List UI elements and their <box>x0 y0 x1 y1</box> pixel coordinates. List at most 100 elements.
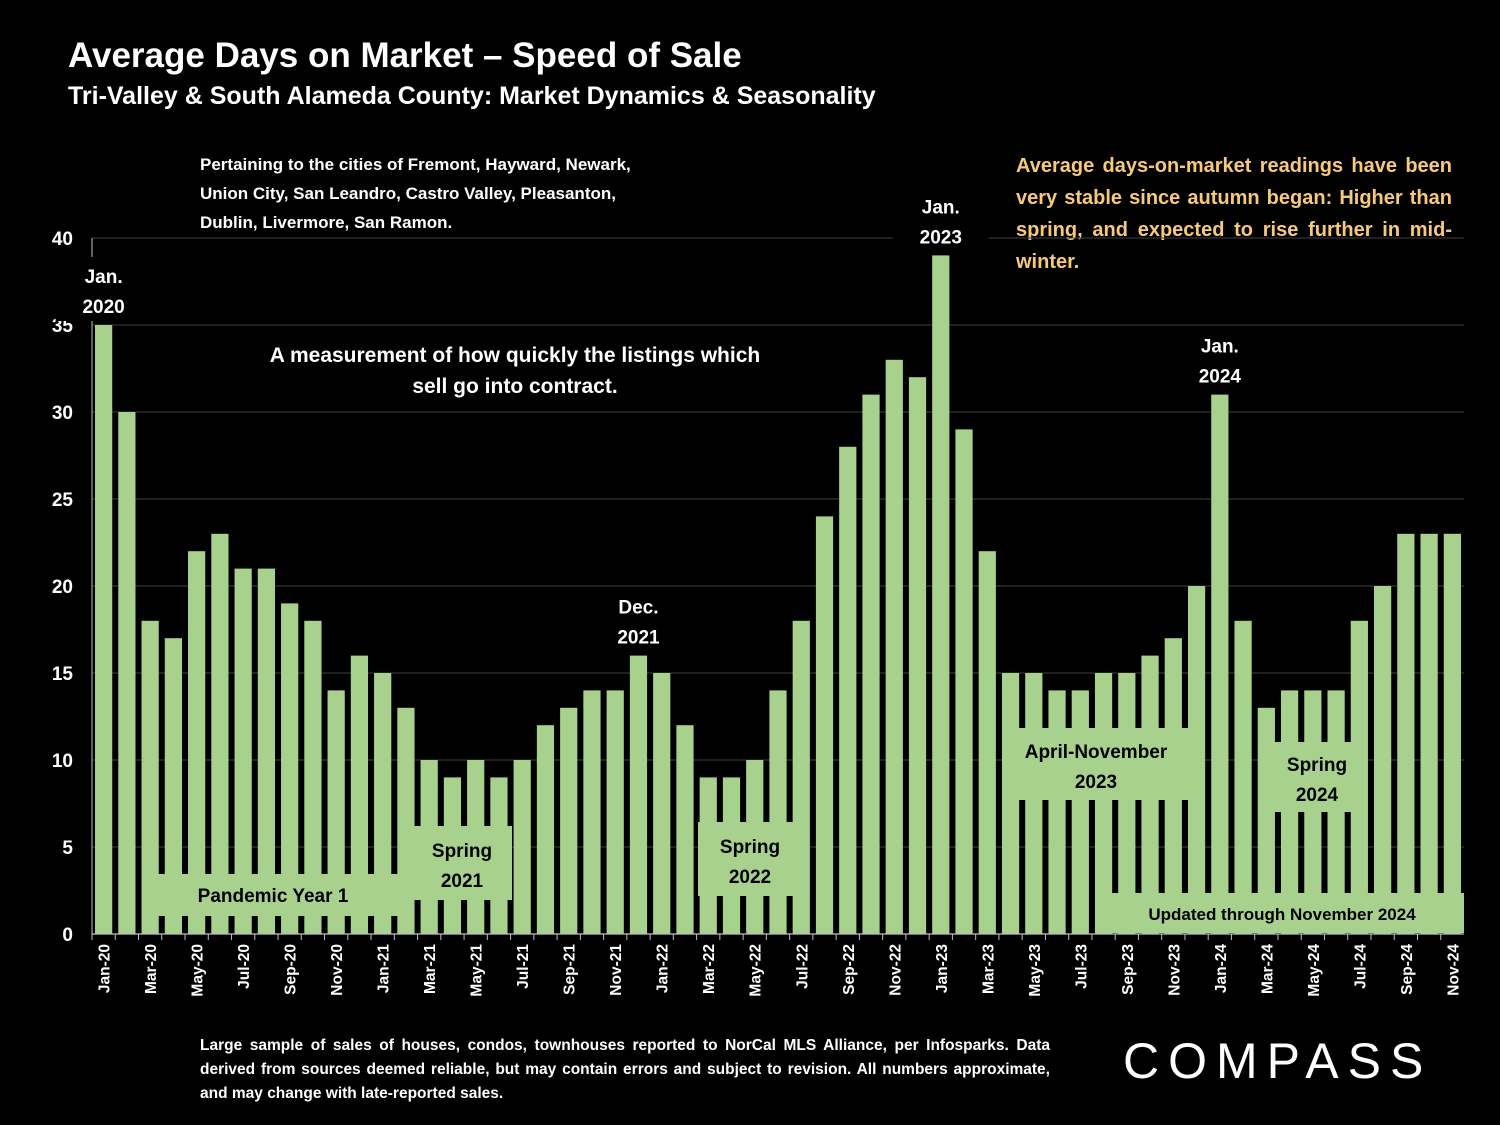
bar-Nov-24 <box>1443 533 1461 934</box>
bar-Feb-24 <box>1234 620 1252 934</box>
bar-Jul-23 <box>1071 690 1089 934</box>
updated-label: Updated through November 2024 <box>1148 905 1416 924</box>
bar-May-23 <box>1025 673 1043 934</box>
bar-Feb-21 <box>397 707 415 934</box>
annotation-line1: Jan. <box>85 267 123 288</box>
bar-Aug-22 <box>815 516 834 934</box>
x-tick-label: Mar-23 <box>980 944 997 994</box>
x-tick-label: Jan-22 <box>655 944 672 993</box>
annotation-bg <box>892 187 989 252</box>
bar-Nov-20 <box>327 690 345 934</box>
x-tick-label: Sep-20 <box>283 944 300 995</box>
bar-Jan-23 <box>932 255 950 934</box>
period-label-line2: 2022 <box>729 867 771 888</box>
cities-note: Pertaining to the cities of Fremont, Hay… <box>200 155 631 232</box>
x-tick-label: Jan-21 <box>376 944 393 993</box>
bar-Jan-21 <box>374 673 392 934</box>
bar-Jan-22 <box>653 673 671 934</box>
x-tick-label: Sep-24 <box>1399 944 1416 995</box>
period-label-line1: Spring <box>720 837 780 858</box>
bar-Dec-22 <box>908 377 927 934</box>
annotation-line2: 2023 <box>920 227 962 248</box>
bar-Jun-20 <box>211 533 229 934</box>
bar-Jan-24 <box>1211 394 1229 935</box>
bar-Sep-22 <box>839 446 857 934</box>
bar-Aug-21 <box>536 725 555 934</box>
x-tick-label: May-22 <box>748 944 765 997</box>
annotation-line2: 2024 <box>1199 367 1242 388</box>
y-tick-label: 10 <box>52 751 73 772</box>
bar-Aug-20 <box>257 568 276 934</box>
x-tick-label: Nov-22 <box>887 944 904 996</box>
measurement-note: A measurement of how quickly the listing… <box>269 344 761 398</box>
bar-Apr-20 <box>164 638 182 934</box>
bar-Dec-21 <box>629 655 648 934</box>
y-tick-label: 40 <box>52 229 73 250</box>
period-label-line2: 2023 <box>1075 772 1117 793</box>
x-tick-label: Sep-22 <box>841 944 858 995</box>
bar-Nov-21 <box>606 690 624 934</box>
period-label-line1: Spring <box>432 841 492 862</box>
annotation-line1: Dec. <box>618 598 658 619</box>
x-tick-label: Jan-23 <box>934 944 951 993</box>
chart-subtitle: Tri-Valley & South Alameda County: Marke… <box>68 82 876 110</box>
period-label-box <box>412 826 512 900</box>
bar-Nov-22 <box>885 359 903 934</box>
chart-title: Average Days on Market – Speed of Sale <box>68 36 742 75</box>
compass-logo: COMPASS <box>1123 1033 1433 1089</box>
annotation-bg <box>1171 326 1268 391</box>
bar-Feb-23 <box>955 429 973 934</box>
bar-Dec-20 <box>350 655 369 934</box>
x-tick-label: Sep-21 <box>562 944 579 995</box>
bar-Jun-22 <box>769 690 787 934</box>
period-label-line1: April-November <box>1025 742 1168 763</box>
x-tick-label: May-23 <box>1027 944 1044 997</box>
bar-Aug-24 <box>1374 586 1392 934</box>
x-tick-label: Jul-21 <box>515 944 532 989</box>
x-tick-label: Jul-20 <box>236 944 253 989</box>
y-tick-label: 35 <box>52 316 74 337</box>
period-label-box <box>1274 742 1360 812</box>
bar-Jul-20 <box>234 568 252 934</box>
bar-Jul-21 <box>513 760 531 934</box>
bar-Oct-24 <box>1420 533 1438 934</box>
y-tick-label: 20 <box>52 577 73 598</box>
period-label-line2: 2024 <box>1296 785 1339 806</box>
bar-Jan-20 <box>95 325 113 934</box>
annotation-line1: Jan. <box>922 197 960 218</box>
x-tick-label: May-24 <box>1306 944 1323 997</box>
period-label-line1: Pandemic Year 1 <box>198 886 349 907</box>
period-label-box <box>698 822 802 896</box>
bar-May-20 <box>188 551 206 934</box>
trend-note: Average days-on-market readings have bee… <box>1016 155 1452 273</box>
period-label-box <box>148 874 398 916</box>
x-tick-label: Mar-24 <box>1259 944 1276 994</box>
x-tick-label: Jan-24 <box>1213 944 1230 993</box>
annotation-bg <box>590 587 687 652</box>
y-tick-label: 30 <box>52 403 73 424</box>
period-label-line2: 2021 <box>441 871 484 892</box>
annotation-line1: Jan. <box>1201 337 1239 358</box>
annotation-line2: 2021 <box>617 628 660 649</box>
annotation-line2: 2020 <box>82 297 124 318</box>
bar-Mar-24 <box>1257 707 1275 934</box>
x-tick-label: Nov-24 <box>1445 944 1462 996</box>
bar-Sep-20 <box>281 603 299 934</box>
source-footer: Large sample of sales of houses, condos,… <box>200 1037 1050 1102</box>
x-tick-label: Jul-24 <box>1352 944 1369 989</box>
bar-Mar-23 <box>978 551 996 934</box>
annotation-bg <box>55 257 152 321</box>
x-tick-label: Jul-23 <box>1073 944 1090 989</box>
x-tick-label: May-20 <box>190 944 207 997</box>
x-tick-label: Mar-21 <box>422 944 439 994</box>
bar-Jun-23 <box>1048 690 1066 934</box>
bar-Oct-22 <box>862 394 880 935</box>
x-tick-label: Sep-23 <box>1120 944 1137 995</box>
x-tick-label: Nov-20 <box>329 944 346 996</box>
bar-Sep-21 <box>560 707 578 934</box>
bar-Oct-21 <box>583 690 601 934</box>
y-tick-label: 15 <box>52 664 74 685</box>
period-label-box <box>1002 728 1190 800</box>
y-tick-label: 25 <box>52 490 74 511</box>
